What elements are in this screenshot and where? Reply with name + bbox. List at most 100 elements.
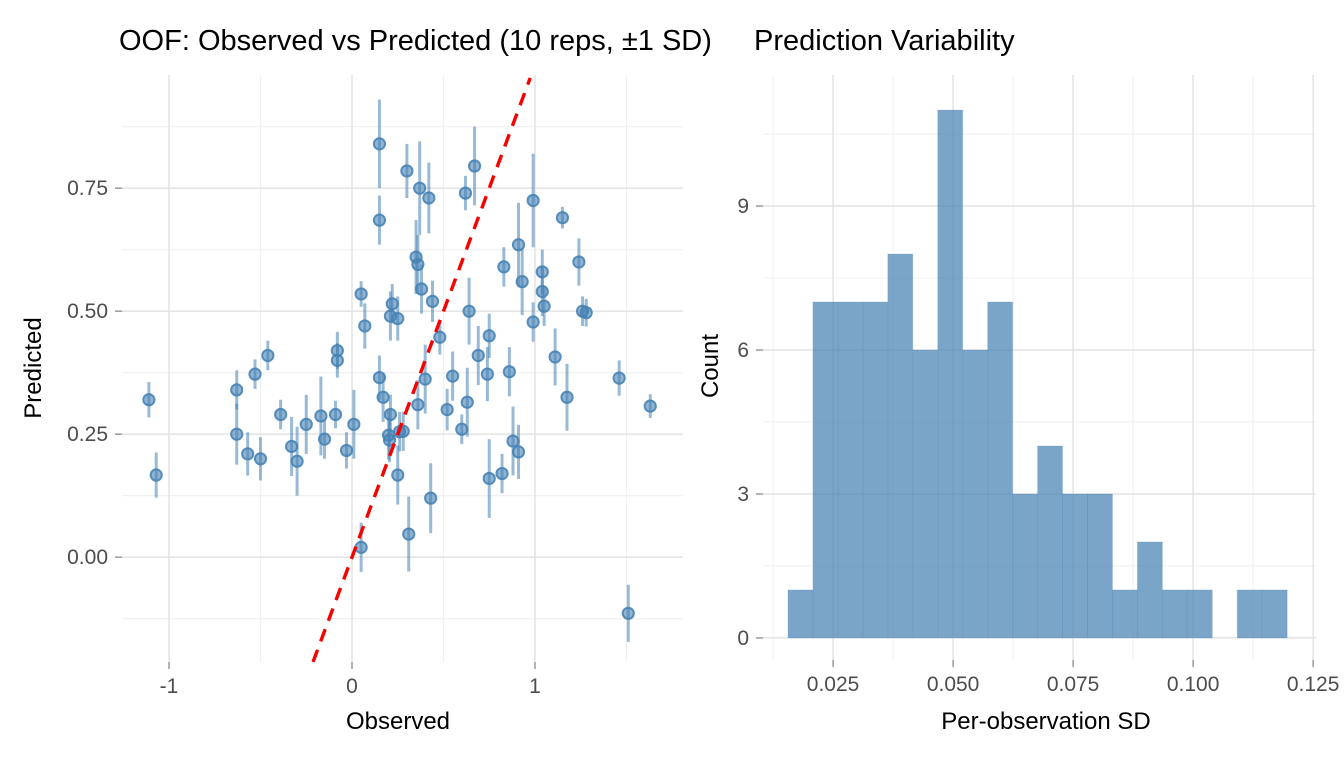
scatter-point [424, 491, 438, 505]
scatter-point [317, 432, 332, 446]
scatter-point [290, 454, 304, 468]
scatter-point [511, 445, 526, 459]
scatter-point [142, 393, 156, 407]
scatter-point [643, 399, 657, 413]
scatter-y-axis-title: Predicted [20, 317, 47, 419]
scatter-point [411, 257, 425, 272]
y-tick-label: 9 [737, 195, 749, 218]
scatter-point [506, 434, 520, 448]
histogram-bar [1037, 445, 1064, 639]
histogram-bar [862, 301, 889, 639]
axis: -1 0 1 0.00 0.25 0.50 0.75 [67, 177, 541, 698]
scatter-point [471, 348, 485, 363]
scatter-title: OOF: Observed vs Predicted (10 reps, ±1 … [119, 25, 712, 57]
histogram-bar [1062, 493, 1089, 639]
histogram-bar [1012, 493, 1039, 639]
histogram-bar [1161, 589, 1188, 639]
scatter-point [328, 407, 343, 422]
scatter-point [555, 211, 570, 225]
scatter-point [482, 329, 496, 343]
scatter-point [418, 372, 432, 386]
histogram-bar [1236, 589, 1263, 639]
scatter-point [458, 186, 473, 200]
scatter-point [372, 213, 387, 227]
scatter-point [285, 439, 299, 454]
scatter-point [261, 348, 275, 363]
scatter-point [347, 417, 361, 431]
scatter-point [482, 471, 496, 486]
scatter-point [230, 427, 244, 441]
y-tick-label: 3 [737, 483, 749, 506]
histogram-bar [787, 589, 814, 639]
scatter-point [446, 369, 460, 383]
y-tick-label: 0.25 [67, 423, 108, 446]
histogram-title: Prediction Variability [754, 25, 1015, 57]
histogram-bar [1136, 541, 1163, 639]
histogram-bar [1087, 493, 1113, 639]
histogram-x-axis-title: Per-observation SD [941, 708, 1151, 735]
scatter-point [382, 433, 397, 447]
scatter-point [149, 468, 163, 482]
scatter-point [330, 353, 344, 367]
y-tick-label: 0.75 [67, 177, 108, 200]
scatter-point [241, 447, 255, 461]
scatter-point [383, 407, 398, 422]
scatter-marks [142, 77, 657, 662]
histogram-bar [812, 301, 839, 639]
histogram-bar [837, 301, 864, 639]
scatter-point [537, 299, 551, 313]
histogram-bar [937, 109, 964, 639]
scatter-point [253, 452, 268, 466]
x-tick-label: 0.075 [1047, 673, 1100, 696]
x-tick-label: 0.100 [1167, 673, 1220, 696]
scatter-point [535, 284, 549, 299]
scatter-point [515, 275, 529, 289]
scatter-point [314, 409, 328, 423]
panel-grid [122, 75, 683, 662]
y-tick-label: 0.50 [67, 300, 108, 323]
scatter-point [621, 606, 635, 620]
scatter-point [467, 159, 482, 173]
histogram-bar [887, 253, 914, 639]
scatter-point [460, 395, 474, 409]
scatter-point [612, 371, 626, 385]
scatter-point [391, 468, 405, 482]
scatter-point [480, 367, 495, 381]
histogram-bar [1111, 589, 1138, 639]
y-tick-label: 0 [737, 627, 749, 650]
scatter-point [372, 371, 387, 385]
scatter-point [372, 137, 387, 151]
scatter-point [579, 306, 593, 320]
x-tick-label: 0.125 [1287, 673, 1340, 696]
scatter-point [413, 181, 427, 195]
scatter-point [376, 390, 390, 404]
scatter-point [495, 466, 509, 481]
x-tick-label: 1 [529, 675, 541, 698]
scatter-point [526, 315, 540, 329]
scatter-point [425, 294, 440, 308]
histogram-panel: 0.025 0.050 0.075 0.100 0.125 0 3 6 9 [737, 75, 1339, 696]
scatter-point [462, 304, 476, 318]
scatter-point [572, 255, 586, 269]
scatter-point [358, 319, 372, 333]
scatter-point [402, 527, 416, 541]
y-tick-label: 6 [737, 339, 749, 362]
x-tick-label: 0 [346, 675, 358, 698]
histogram-bar [912, 349, 939, 639]
scatter-point [440, 402, 454, 417]
scatter-point [422, 191, 436, 205]
scatter-point [274, 407, 288, 422]
scatter-point [526, 193, 540, 208]
scatter-point [339, 443, 354, 458]
histogram-y-axis-title: Count [697, 333, 724, 399]
scatter-point [248, 367, 262, 381]
x-tick-label: 0.050 [927, 673, 980, 696]
scatter-point [400, 164, 414, 178]
histogram-bar [1186, 589, 1213, 639]
scatter-point [385, 297, 399, 311]
scatter-point [548, 350, 562, 364]
scatter-x-axis-title: Observed [345, 708, 451, 735]
histogram-bar [987, 301, 1014, 639]
